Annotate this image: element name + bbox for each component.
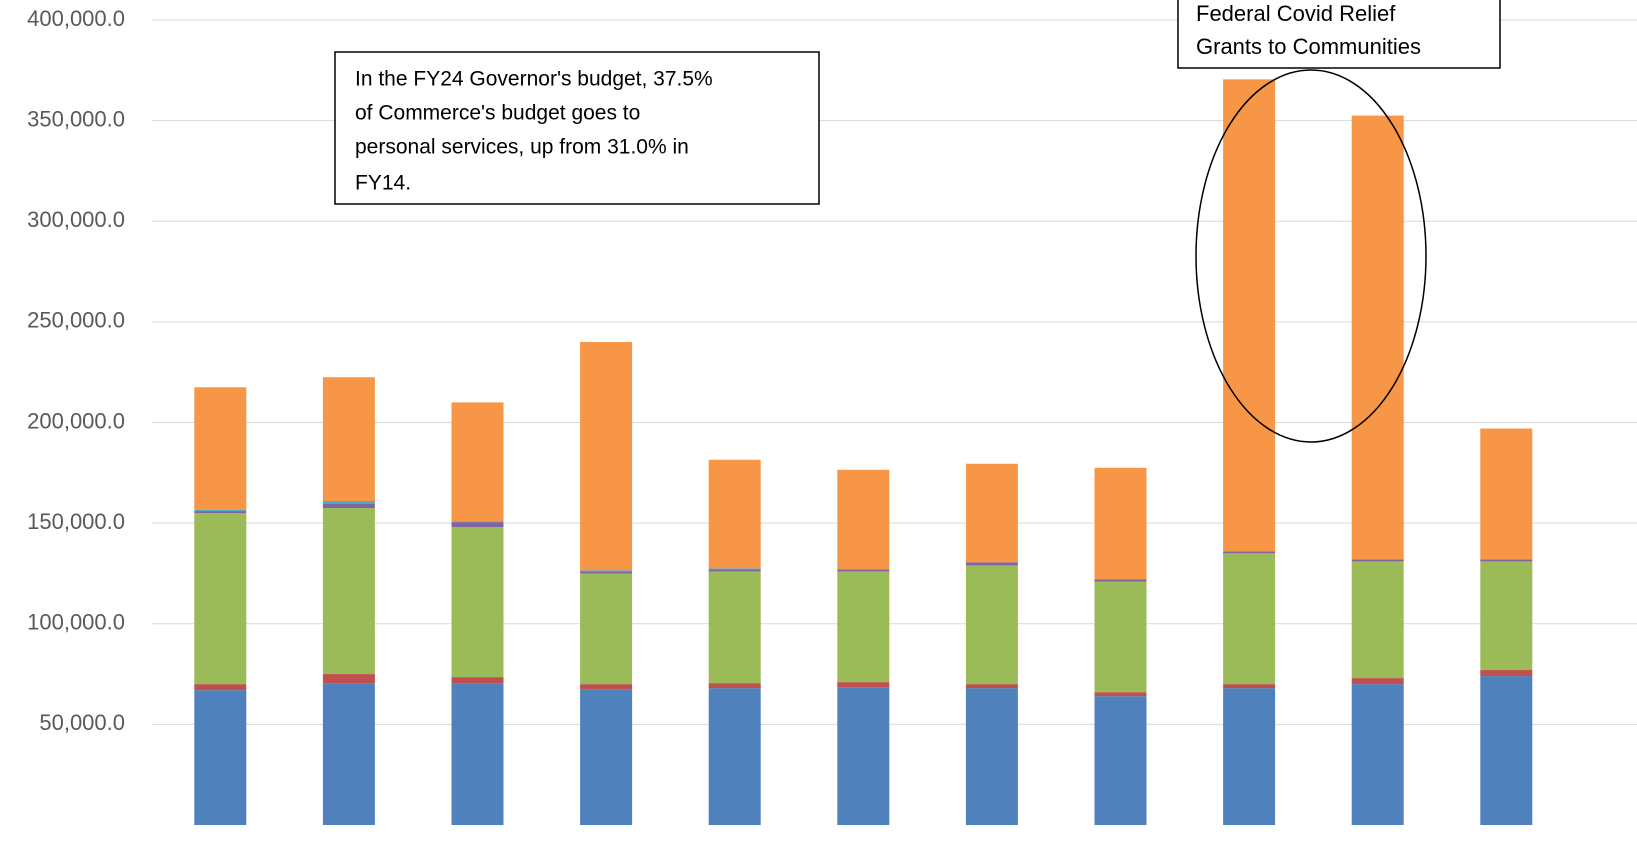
y-tick-label: 400,000.0	[27, 6, 125, 31]
annotation-text: Grants to Communities	[1196, 34, 1421, 59]
annotation-text: of Commerce's budget goes to	[355, 102, 640, 125]
annotation-box	[334, 51, 820, 205]
bar-segment	[965, 565, 1018, 685]
annotation-text: In the FY24 Governor's budget, 37.5%	[355, 68, 713, 91]
annotation-text: Federal Covid Relief	[1196, 1, 1396, 26]
bar-segment	[1351, 115, 1404, 560]
bar-segment	[1094, 692, 1147, 697]
bar-segment	[451, 677, 504, 684]
bar-segment	[451, 522, 504, 528]
bar-segment	[837, 687, 890, 825]
bar-segment	[708, 459, 761, 569]
bar-segment	[322, 508, 375, 675]
bar-segment	[322, 504, 375, 509]
bar-segment	[965, 562, 1018, 566]
y-tick-label: 200,000.0	[27, 408, 125, 433]
bar-segment	[837, 571, 890, 683]
bar-segment	[580, 342, 633, 571]
bar-segment	[322, 377, 375, 501]
bar-segment	[194, 684, 247, 691]
bar-segment	[1223, 553, 1276, 685]
bar-segment	[194, 513, 247, 685]
bar-segment	[1351, 678, 1404, 685]
bar-segment	[194, 511, 247, 514]
bar-segment	[1094, 467, 1147, 580]
annotation-text: personal services, up from 31.0% in	[355, 136, 689, 159]
bar-segment	[580, 570, 633, 572]
bar-segment	[1480, 676, 1533, 825]
bar-segment	[1223, 79, 1276, 552]
bar-segment	[1223, 551, 1276, 554]
annotations: In the FY24 Governor's budget, 37.5% of …	[355, 1, 1421, 195]
bar-segment	[837, 469, 890, 570]
bar-segment	[322, 500, 375, 505]
bar-segment	[194, 690, 247, 825]
bar-segment	[1480, 561, 1533, 671]
bar-segment	[837, 569, 890, 572]
bar-segment	[1094, 579, 1147, 582]
bar-segment	[1094, 581, 1147, 693]
highlight-ellipse	[1195, 69, 1427, 443]
bar-segment	[451, 683, 504, 825]
annotation-text: FY14.	[355, 172, 411, 195]
bar-segment	[194, 510, 247, 512]
y-tick-label: 100,000.0	[27, 610, 125, 635]
y-tick-label: 250,000.0	[27, 308, 125, 333]
bar-segment	[965, 688, 1018, 825]
y-tick-label: 350,000.0	[27, 106, 125, 131]
bar-segment	[451, 521, 504, 523]
bar-segment	[708, 568, 761, 570]
bar-segment	[580, 689, 633, 825]
bar-segment	[965, 463, 1018, 563]
bar-segment	[708, 571, 761, 684]
y-tick-label: 50,000.0	[39, 710, 125, 735]
bar-segment	[708, 569, 761, 572]
bar-segment	[1223, 688, 1276, 825]
bar-segment	[1223, 684, 1276, 689]
bar-segment	[322, 683, 375, 825]
bar-segment	[708, 683, 761, 689]
bar-segment	[580, 684, 633, 690]
bar-segment	[1480, 670, 1533, 677]
bar-segment	[708, 688, 761, 825]
annotation-box	[1177, 0, 1501, 69]
bar-segment	[1480, 559, 1533, 562]
bar-segment	[1351, 561, 1404, 679]
bar-segment	[580, 573, 633, 685]
bar-segment	[451, 402, 504, 522]
y-tick-label: 300,000.0	[27, 207, 125, 232]
bar-segment	[837, 682, 890, 688]
bar-segment	[1480, 428, 1533, 560]
bar-segment	[580, 571, 633, 574]
bar-segment	[194, 387, 247, 511]
bar-segment	[451, 527, 504, 678]
bar-segment	[965, 684, 1018, 689]
bar-segment	[1351, 559, 1404, 562]
bar-segment	[1094, 696, 1147, 825]
bar-segment	[322, 674, 375, 684]
y-tick-label: 150,000.0	[27, 509, 125, 534]
bar-segment	[1351, 684, 1404, 825]
